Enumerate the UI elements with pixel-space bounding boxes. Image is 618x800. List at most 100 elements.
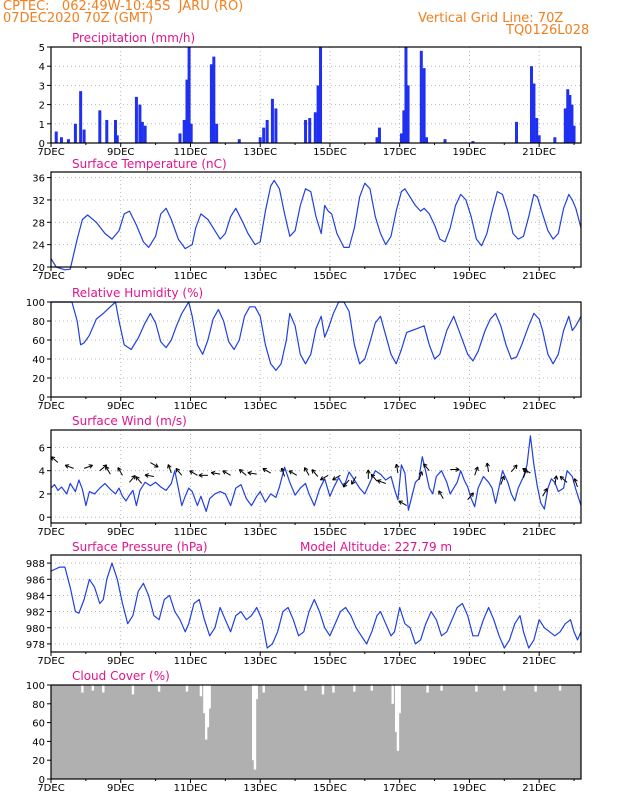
precip-bar bbox=[563, 108, 567, 143]
cloud-xtick-label: 7DEC bbox=[37, 783, 64, 794]
precip-bar bbox=[178, 133, 182, 143]
precip-bar bbox=[422, 68, 426, 143]
wind-arrow bbox=[144, 473, 154, 478]
cloud-dip bbox=[81, 685, 84, 693]
pressure-xtick-label: 13DEC bbox=[243, 656, 277, 667]
precipitation-ytick-label: 4 bbox=[39, 62, 45, 73]
precip-bar bbox=[209, 64, 213, 143]
wind-arrow bbox=[319, 474, 329, 481]
precip-bar bbox=[79, 91, 83, 143]
wind-xtick-label: 15DEC bbox=[313, 527, 347, 538]
wind-arrow bbox=[418, 471, 424, 481]
precip-bar bbox=[185, 79, 189, 143]
precip-bar bbox=[258, 137, 262, 143]
precip-bar bbox=[313, 112, 317, 143]
humidity-xtick-label: 19DEC bbox=[453, 401, 487, 412]
precip-bar bbox=[59, 137, 63, 143]
cloud-dip bbox=[398, 685, 401, 714]
pressure-ytick-label: 978 bbox=[26, 640, 45, 651]
wind-xtick-label: 21DEC bbox=[522, 527, 556, 538]
pressure-xtick-label: 21DEC bbox=[522, 656, 556, 667]
wind-arrow bbox=[573, 478, 578, 488]
precipitation-xtick-label: 17DEC bbox=[383, 147, 417, 158]
precip-bar bbox=[143, 125, 147, 143]
wind-arrow bbox=[117, 467, 123, 476]
cloud-frame bbox=[50, 684, 582, 780]
pressure-ytick-label: 984 bbox=[26, 591, 45, 602]
pressure-ytick-label: 982 bbox=[26, 608, 45, 619]
precip-bar bbox=[399, 133, 403, 143]
cloud-dip bbox=[91, 685, 95, 691]
wind-xtick-label: 7DEC bbox=[37, 527, 64, 538]
wind-arrow bbox=[365, 469, 371, 479]
wind-xtick-label: 11DEC bbox=[174, 527, 208, 538]
wind-arrow bbox=[351, 476, 357, 485]
precip-bar bbox=[308, 118, 312, 143]
precip-bar bbox=[140, 121, 144, 143]
wind-arrow bbox=[559, 476, 568, 483]
cloud-ytick-label: 100 bbox=[26, 681, 45, 692]
wind-ytick-label: 4 bbox=[39, 467, 45, 478]
wind-arrow bbox=[423, 463, 430, 472]
wind-arrow bbox=[398, 500, 407, 506]
cloud-dip bbox=[558, 685, 562, 691]
precip-bar bbox=[105, 119, 109, 143]
humidity-frame bbox=[50, 301, 582, 398]
wind-arrow bbox=[510, 464, 518, 473]
model-code: TQ0126L028 bbox=[506, 23, 590, 38]
precip-bar bbox=[182, 119, 186, 143]
pressure-ytick-label: 988 bbox=[26, 559, 45, 570]
pressure-ytick-label: 980 bbox=[26, 624, 45, 635]
wind-arrow bbox=[370, 473, 378, 482]
wind-arrow bbox=[342, 479, 350, 488]
cloud-dip bbox=[252, 685, 255, 761]
temperature-xtick-label: 7DEC bbox=[37, 271, 64, 282]
wind-arrow bbox=[83, 464, 93, 469]
precip-bar bbox=[73, 123, 77, 143]
wind-arrow bbox=[450, 467, 460, 472]
cloud-xtick-label: 13DEC bbox=[243, 783, 277, 794]
pressure-ytick-label: 986 bbox=[26, 575, 45, 586]
wind-arrow bbox=[105, 465, 111, 475]
precip-bar bbox=[404, 47, 408, 143]
cloud-ytick-label: 80 bbox=[32, 700, 45, 711]
run-date: 07DEC2020 70Z (GMT) bbox=[3, 11, 154, 26]
wind-arrow bbox=[50, 456, 59, 463]
humidity-ytick-label: 0 bbox=[39, 393, 45, 404]
wind-arrow bbox=[311, 469, 319, 477]
cloud-dip bbox=[253, 685, 257, 770]
wind-xtick-label: 13DEC bbox=[243, 527, 277, 538]
temperature-ytick-label: 32 bbox=[32, 196, 45, 207]
temperature-xtick-label: 15DEC bbox=[313, 271, 347, 282]
humidity-xtick-label: 21DEC bbox=[522, 401, 556, 412]
humidity-xtick-label: 15DEC bbox=[313, 401, 347, 412]
humidity-ytick-label: 80 bbox=[32, 317, 45, 328]
temperature-frame bbox=[50, 171, 582, 268]
precip-bar bbox=[215, 123, 219, 143]
precipitation-title: Precipitation (mm/h) bbox=[72, 31, 195, 45]
cloud-dip bbox=[255, 685, 258, 700]
wind-arrow bbox=[222, 470, 231, 476]
wind-arrow bbox=[332, 474, 341, 481]
precip-bar bbox=[134, 96, 138, 143]
precip-bar bbox=[54, 131, 58, 143]
precip-bar bbox=[187, 47, 191, 143]
cloud-dip bbox=[534, 685, 537, 692]
precip-bar bbox=[375, 137, 379, 143]
precip-bar bbox=[377, 127, 381, 143]
pressure-xtick-label: 15DEC bbox=[313, 656, 347, 667]
wind-arrow bbox=[485, 462, 490, 472]
pressure-frame bbox=[50, 554, 582, 653]
precip-bar bbox=[514, 121, 518, 143]
wind-arrow bbox=[474, 466, 479, 476]
wind-arrow bbox=[553, 475, 559, 485]
wind-xtick-label: 19DEC bbox=[453, 527, 487, 538]
precipitation-frame bbox=[50, 46, 582, 144]
temperature-xtick-label: 13DEC bbox=[243, 271, 277, 282]
wind-arrow bbox=[304, 467, 310, 476]
precipitation-xtick-label: 11DEC bbox=[174, 147, 208, 158]
wind-frame bbox=[50, 429, 582, 524]
precipitation-ytick-label: 3 bbox=[39, 81, 45, 92]
precip-bar bbox=[115, 135, 119, 143]
